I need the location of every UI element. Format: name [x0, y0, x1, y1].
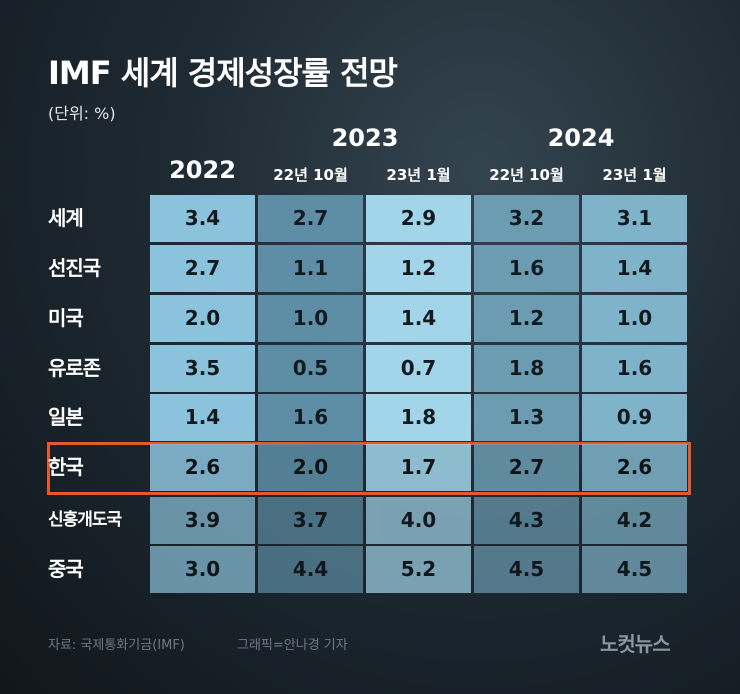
- table-cell: 1.4: [366, 295, 471, 342]
- row-label: 신흥개도국: [48, 510, 122, 530]
- table-cell: 3.9: [150, 497, 255, 544]
- year-header: 2023: [331, 124, 399, 152]
- table-cell: 1.7: [366, 444, 471, 491]
- year-header: 2024: [547, 124, 615, 152]
- table-cell: 3.4: [150, 195, 255, 242]
- table-cell: 3.0: [150, 546, 255, 593]
- table-cell: 1.4: [150, 394, 255, 441]
- credit: 그래픽=안나경 기자: [237, 638, 348, 653]
- table-cell: 0.5: [258, 345, 363, 392]
- row-label: 미국: [48, 306, 84, 330]
- title: IMF 세계 경제성장률 전망: [48, 54, 398, 92]
- row-label: 세계: [48, 206, 84, 230]
- column-header: 22년 10월: [489, 166, 564, 184]
- year-header: 2022: [169, 156, 236, 184]
- table-cell: 1.3: [474, 394, 579, 441]
- table-cell: 2.0: [150, 295, 255, 342]
- table-cell: 4.5: [474, 546, 579, 593]
- table-cell: 3.1: [582, 195, 687, 242]
- table-cell: 4.0: [366, 497, 471, 544]
- column-header: 22년 10월: [273, 166, 348, 184]
- table-cell: 1.8: [366, 394, 471, 441]
- table-cell: 4.5: [582, 546, 687, 593]
- table-cell: 4.4: [258, 546, 363, 593]
- table-cell: 3.7: [258, 497, 363, 544]
- table-cell: 1.6: [474, 245, 579, 292]
- table-cell: 1.6: [582, 345, 687, 392]
- table-cell: 1.6: [258, 394, 363, 441]
- table-cell: 2.6: [150, 444, 255, 491]
- highlight-box: [47, 442, 691, 495]
- table-cell: 5.2: [366, 546, 471, 593]
- unit: (단위: %): [48, 104, 116, 123]
- table-cell: 2.0: [258, 444, 363, 491]
- table-cell: 3.2: [474, 195, 579, 242]
- table-cell: 2.7: [150, 245, 255, 292]
- table-cell: 1.8: [474, 345, 579, 392]
- column-header: 23년 1월: [386, 166, 451, 184]
- row-label: 유로존: [48, 356, 101, 380]
- row-label: 선진국: [48, 256, 101, 280]
- row-label: 일본: [48, 405, 84, 429]
- table-cell: 1.4: [582, 245, 687, 292]
- table-cell: 1.1: [258, 245, 363, 292]
- table-cell: 1.0: [582, 295, 687, 342]
- source: 자료: 국제통화기금(IMF): [48, 638, 185, 653]
- table-cell: 4.3: [474, 497, 579, 544]
- table-cell: 2.7: [474, 444, 579, 491]
- table-cell: 2.7: [258, 195, 363, 242]
- row-label: 한국: [48, 455, 84, 479]
- table-cell: 1.0: [258, 295, 363, 342]
- table-cell: 0.7: [366, 345, 471, 392]
- table-cell: 4.2: [582, 497, 687, 544]
- table-cell: 1.2: [366, 245, 471, 292]
- row-label: 중국: [48, 557, 84, 581]
- logo: 노컷뉴스: [600, 632, 671, 656]
- table-cell: 2.9: [366, 195, 471, 242]
- column-header: 23년 1월: [602, 166, 667, 184]
- table-cell: 1.2: [474, 295, 579, 342]
- table-cell: 3.5: [150, 345, 255, 392]
- table-cell: 0.9: [582, 394, 687, 441]
- table-cell: 2.6: [582, 444, 687, 491]
